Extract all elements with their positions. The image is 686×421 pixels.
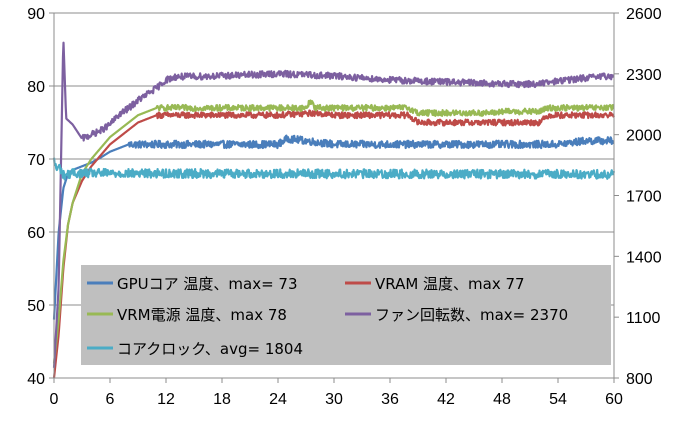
x-tick-label-12: 12: [157, 391, 175, 408]
y-left-tick-label-70: 70: [27, 152, 45, 169]
legend-label-2: VRAM 温度、max 77: [375, 275, 525, 293]
y-right-tick-label-800: 800: [626, 371, 653, 388]
x-tick-label-30: 30: [325, 391, 343, 408]
y-left-tick-label-40: 40: [27, 371, 45, 388]
legend-label-1: GPUコア 温度、max= 73: [117, 275, 298, 293]
series-line-2: [52, 109, 615, 379]
series-line-1: [52, 134, 615, 320]
x-tick-label-54: 54: [549, 391, 567, 408]
y-left-tick-label-90: 90: [27, 6, 45, 23]
y-right-tick-label-2000: 2000: [626, 128, 662, 145]
y-right-tick-label-1700: 1700: [626, 189, 662, 206]
series-line-3: [52, 99, 615, 364]
series-lines: [52, 41, 616, 379]
legend-label-5: コアクロック、avg= 1804: [117, 340, 303, 358]
y-right-tick-label-2600: 2600: [626, 6, 662, 23]
x-tick-label-48: 48: [493, 391, 511, 408]
legend-label-3: VRM電源 温度、max 78: [117, 306, 287, 324]
series-line-4: [52, 41, 615, 368]
y-right-tick-label-1400: 1400: [626, 249, 662, 266]
y-left-tick-label-80: 80: [27, 79, 45, 96]
y-left-tick-label-50: 50: [27, 298, 45, 315]
x-tick-label-36: 36: [381, 391, 399, 408]
axes: 40 50 60 70 80 90 800 1100 1400 1700 2000 2300 2600 0…: [27, 6, 661, 408]
legend: GPUコア 温度、max= 73 VRAM 温度、max 77 VRM電源 温度、m…: [81, 265, 611, 365]
y-left-tick-label-60: 60: [27, 225, 45, 242]
x-tick-label-18: 18: [213, 391, 231, 408]
x-tick-label-42: 42: [437, 391, 455, 408]
y-right-tick-label-2300: 2300: [626, 67, 662, 84]
x-tick-label-24: 24: [269, 391, 287, 408]
x-tick-label-60: 60: [605, 391, 623, 408]
y-right-tick-label-1100: 1100: [626, 310, 661, 327]
legend-label-4: ファン回転数、max= 2370: [375, 306, 568, 324]
x-tick-label-0: 0: [50, 391, 59, 408]
series-line-5: [52, 157, 616, 181]
x-tick-label-6: 6: [106, 391, 115, 408]
